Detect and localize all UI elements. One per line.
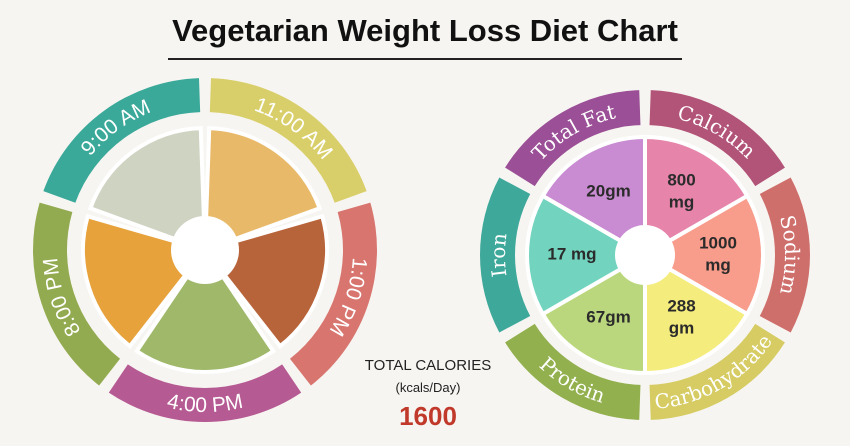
food-image [134, 246, 276, 374]
nutrient-wedge [643, 251, 750, 376]
nutrient-wedge [540, 134, 647, 259]
nutrient-wedge [643, 134, 750, 259]
nutrient-amount: 800 [667, 170, 695, 189]
nutrient-segment [505, 323, 641, 420]
nutrient-segment [480, 177, 531, 333]
ring-label: Iron [486, 232, 512, 279]
nutrient-segment [759, 177, 810, 333]
meal-time-segment [43, 78, 201, 203]
nutrient-amount: 67gm [586, 308, 630, 327]
nutrient-amount: 17 mg [547, 244, 596, 263]
nutrient-amount: mg [705, 255, 731, 274]
meal-time-segment [289, 202, 377, 386]
total-calories-unit: (kcals/Day) [395, 380, 460, 395]
nutrient-segment [649, 323, 785, 420]
nutrient-wedge [640, 193, 765, 317]
meal-time-segment [32, 202, 121, 386]
wheel-center [615, 225, 675, 285]
nutrient-amount: gm [669, 319, 695, 338]
nutrient-amount: 288 [667, 297, 695, 316]
total-calories-label: TOTAL CALORIES [365, 357, 491, 374]
ring-label-text: Iron [486, 232, 512, 279]
nutrient-amount: 1000 [699, 233, 737, 252]
nutrient-segment [649, 90, 785, 187]
ring-label-text: 4:00 PM [165, 390, 245, 417]
ring-label: 4:00 PM [165, 390, 245, 417]
nutrient-amount: 20gm [586, 181, 630, 200]
nutrient-segment [505, 90, 641, 187]
meal-time-segment [108, 364, 302, 422]
nutrient-wedge [525, 193, 650, 317]
title: Vegetarian Weight Loss Diet Chart [172, 13, 678, 48]
wheel-center [171, 216, 239, 284]
meal-time-segment [209, 78, 367, 203]
food-image [87, 126, 208, 253]
nutrient-amount: mg [669, 192, 695, 211]
total-calories-value: 1600 [399, 401, 457, 431]
food-image [202, 126, 323, 253]
nutrient-wedge [540, 251, 647, 376]
